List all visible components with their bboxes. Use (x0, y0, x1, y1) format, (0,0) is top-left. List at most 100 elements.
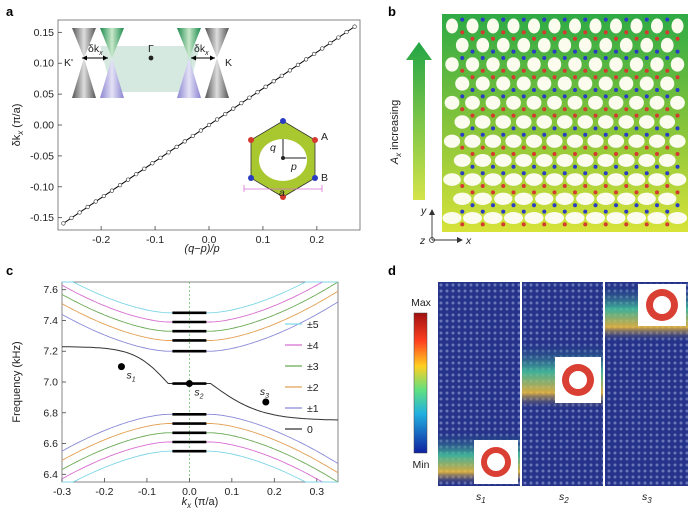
lattice-hole (495, 115, 511, 129)
panel-d: d Max Min s1 s2 (388, 263, 688, 505)
lattice-hole (670, 95, 685, 110)
state-marker-label: s2 (194, 387, 203, 401)
lattice-hole (629, 95, 644, 110)
lattice-site (532, 203, 536, 208)
lattice-site (644, 209, 649, 214)
state-marker (117, 363, 125, 371)
site-b-label: B (321, 172, 328, 184)
lattice-hole (444, 95, 460, 110)
lattice-site (603, 107, 608, 112)
lattice-hole (599, 37, 613, 53)
lattice-site (603, 132, 608, 137)
lattice-site (644, 17, 649, 22)
data-point (77, 210, 82, 215)
lattice-hole (546, 134, 563, 148)
lattice-hole (669, 134, 686, 148)
gamma-point (148, 55, 154, 61)
lattice-site (583, 30, 588, 35)
lattice-site (573, 88, 577, 92)
data-point (223, 111, 228, 117)
lattice-hole (668, 173, 687, 186)
data-point (214, 117, 220, 122)
lattice-site (603, 30, 608, 35)
panel-a-x-axis-label: (q−p)/p (184, 243, 219, 255)
lattice-site (480, 30, 485, 35)
lattice-hole (628, 134, 645, 148)
lattice-site (480, 68, 485, 73)
lattice-site (460, 171, 465, 176)
data-point (247, 95, 252, 100)
lattice-site (470, 152, 475, 156)
lattice-hole (556, 153, 574, 167)
lattice-site (542, 209, 547, 214)
y-tick-label: -0.15 (30, 212, 54, 224)
lattice-hole (619, 76, 634, 91)
lattice-hole (506, 57, 521, 72)
lattice-site (634, 126, 639, 131)
y-tick-label: 7.0 (43, 377, 58, 389)
y-tick-label: 0.10 (34, 58, 55, 70)
x-tick-label: -0.3 (53, 486, 71, 498)
lattice-site (614, 152, 618, 156)
lattice-site (573, 152, 577, 156)
lattice-site (460, 94, 465, 99)
lattice-site (552, 36, 557, 41)
panel-a-label: a (6, 4, 14, 19)
cone-kprime-top-gray (72, 28, 96, 58)
k-label: K (225, 57, 232, 69)
p-label: p (290, 161, 297, 173)
lattice-site (583, 17, 588, 22)
lattice-hole (638, 153, 656, 167)
lattice-hole (668, 212, 687, 224)
lattice-site (624, 209, 629, 214)
lattice-site (665, 145, 670, 150)
y-tick-label: 7.6 (43, 284, 58, 296)
lattice-site (460, 132, 465, 137)
lattice-site (655, 88, 659, 92)
lattice-site (665, 209, 670, 214)
lattice-site (491, 126, 495, 131)
panel-c-label: c (6, 263, 13, 278)
lattice-site (644, 30, 649, 35)
lattice-hole (557, 115, 573, 129)
lattice-hole (639, 76, 654, 91)
data-point (150, 161, 155, 166)
lattice-site (634, 88, 639, 92)
lattice-site (532, 49, 536, 54)
lattice-site (562, 209, 567, 214)
lattice-site (521, 94, 526, 99)
lattice-site (552, 152, 557, 156)
lattice-hole (525, 134, 543, 148)
panel-b-label: b (388, 4, 396, 19)
lattice-hole (658, 192, 677, 205)
lattice-hole (537, 37, 551, 53)
lattice-hole (455, 37, 469, 53)
lattice-hole (455, 76, 470, 91)
axis-x-label: x (465, 235, 472, 247)
lattice-hole (565, 212, 585, 224)
lattice-site (501, 132, 506, 137)
lattice-site (521, 56, 526, 60)
lattice-site (593, 152, 598, 156)
lattice-site (593, 164, 598, 169)
lattice-hole (586, 173, 605, 186)
lattice-site (521, 17, 526, 22)
lattice-site (542, 17, 547, 22)
lattice-hole (496, 76, 511, 91)
lattice-site (460, 145, 465, 150)
lattice-hole (576, 192, 595, 205)
upper-band-curve (61, 290, 339, 341)
lattice-hole (483, 212, 503, 224)
lattice-site (491, 203, 495, 208)
legend-label: 0 (307, 424, 313, 436)
lattice-site (521, 107, 526, 112)
lattice-site (532, 190, 536, 195)
lattice-site (521, 184, 526, 188)
lattice-site (511, 113, 516, 118)
lattice-site (552, 164, 557, 169)
field-map-s2 (522, 282, 603, 486)
lattice-site (511, 126, 516, 131)
legend-label: ±5 (307, 319, 319, 331)
column-label-s3: s3 (642, 491, 652, 505)
lattice-hole (504, 173, 523, 186)
